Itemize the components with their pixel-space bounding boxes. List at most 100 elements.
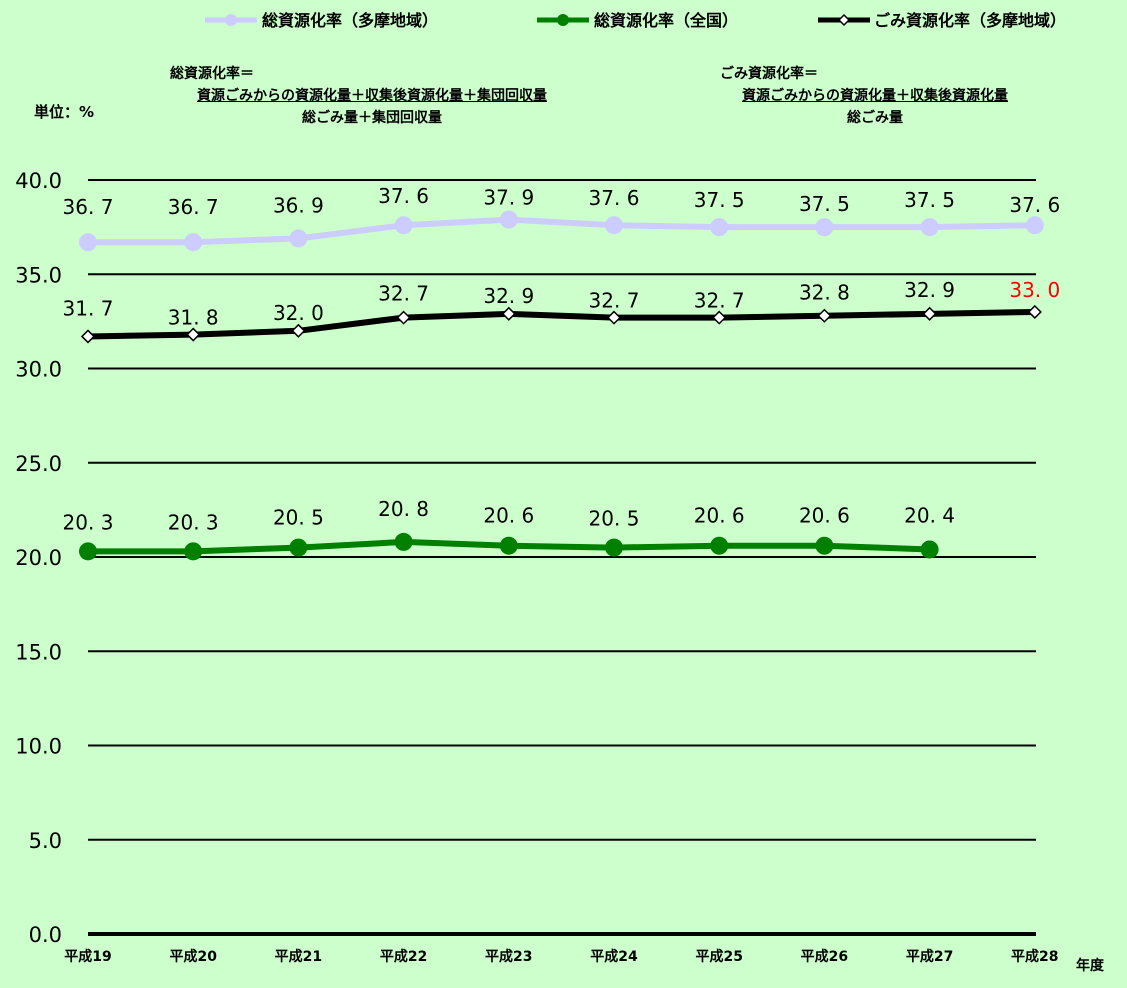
x-tick-label: 平成27 <box>906 948 953 965</box>
legend-marker <box>225 14 237 26</box>
series-1 <box>79 532 939 561</box>
data-label: 20. 6 <box>483 504 534 528</box>
y-tick-label: 10.0 <box>15 735 62 759</box>
legend-marker <box>837 13 851 27</box>
data-label: 37. 5 <box>799 192 850 216</box>
data-point <box>710 536 729 555</box>
y-tick-label: 5.0 <box>29 829 62 853</box>
formula-garbage-numerator: 資源ごみからの資源化量＋収集後資源化量 <box>742 88 1008 104</box>
data-label: 20. 3 <box>168 510 219 534</box>
data-point <box>394 532 413 551</box>
data-point <box>79 542 97 561</box>
legend-label: 総資源化率（多摩地域） <box>262 11 438 30</box>
data-point <box>922 306 937 321</box>
formula-total-title: 総資源化率＝ <box>170 66 254 82</box>
data-label: 36. 7 <box>168 195 219 219</box>
data-label: 20. 4 <box>904 503 955 527</box>
x-tick-label: 平成26 <box>801 948 848 965</box>
series-0 <box>79 210 1044 252</box>
data-label: 20. 6 <box>694 504 745 528</box>
y-tick-label: 20.0 <box>15 546 62 570</box>
x-tick-label: 平成24 <box>590 948 638 965</box>
data-point <box>605 216 623 235</box>
x-tick-label: 平成25 <box>695 948 742 965</box>
data-label: 37. 5 <box>904 188 955 212</box>
data-label: 36. 7 <box>63 195 114 219</box>
data-point <box>499 210 518 229</box>
label-layer: 36. 7 36. 7 36. 9 37. 6 37. 9 37. 6 37. 5 37. 5… <box>63 184 1061 534</box>
y-tick-label: 40.0 <box>15 169 62 193</box>
data-label: 20. 3 <box>63 510 114 534</box>
data-label: 31. 7 <box>63 296 114 320</box>
y-unit-label: 単位：% <box>34 103 95 121</box>
data-point <box>79 233 97 252</box>
data-label: 37. 6 <box>378 184 429 208</box>
y-tick-label: 0.0 <box>29 923 62 947</box>
x-tick-label: 平成23 <box>485 948 532 965</box>
data-label: 32. 7 <box>378 282 429 306</box>
data-label: 32. 9 <box>904 278 955 302</box>
data-label: 20. 6 <box>799 504 850 528</box>
legend-item: ごみ資源化率（多摩地域） <box>818 11 1066 30</box>
data-point <box>606 310 622 325</box>
grid-layer <box>88 179 1036 936</box>
data-point <box>186 327 201 342</box>
formula-garbage-denominator: 総ごみ量 <box>847 110 903 126</box>
formula-total-numerator: 資源ごみからの資源化量＋収集後資源化量＋集団回収量 <box>197 88 547 104</box>
legend-label: 総資源化率（全国） <box>594 11 738 30</box>
data-point <box>815 536 834 555</box>
x-tick-label: 平成21 <box>275 948 322 965</box>
y-tick-label: 25.0 <box>15 452 62 476</box>
data-label: 37. 6 <box>589 186 640 210</box>
data-label: 20. 5 <box>589 507 640 531</box>
data-point <box>501 306 516 321</box>
data-point <box>396 310 411 325</box>
data-point <box>815 218 834 237</box>
data-label: 37. 9 <box>483 186 534 210</box>
data-label: 33. 0 <box>1009 278 1060 302</box>
data-point <box>499 536 518 555</box>
legend-marker <box>557 14 569 26</box>
x-unit-label: 年度 <box>1076 958 1104 974</box>
axis-layer: 0.0 5.0 10.0 15.0 20.0 25.0 30.0 35.0 40.0 平成19 平成… <box>15 169 1058 965</box>
series-line <box>87 308 1035 340</box>
data-point <box>80 329 96 344</box>
data-label: 32. 9 <box>483 284 534 308</box>
y-tick-label: 15.0 <box>15 640 62 664</box>
data-label: 36. 9 <box>273 193 324 217</box>
data-label: 31. 8 <box>168 306 219 330</box>
data-label: 32. 7 <box>589 289 640 313</box>
formula-total-denominator: 総ごみ量＋集団回収量 <box>302 110 442 126</box>
y-tick-label: 30.0 <box>15 358 62 382</box>
data-label: 37. 5 <box>694 188 745 212</box>
x-tick-label: 平成28 <box>1011 948 1058 965</box>
series-layer <box>79 210 1044 561</box>
data-point <box>605 538 623 557</box>
legend-label: ごみ資源化率（多摩地域） <box>874 11 1066 30</box>
data-label: 20. 5 <box>273 506 324 530</box>
data-point <box>184 233 203 252</box>
data-point <box>712 310 727 325</box>
data-point <box>817 308 832 323</box>
data-label: 32. 0 <box>273 301 324 325</box>
formula-garbage: ごみ資源化率＝ 資源ごみからの資源化量＋収集後資源化量 総ごみ量 <box>720 63 1008 129</box>
data-point <box>1025 216 1044 235</box>
formula-garbage-title: ごみ資源化率＝ <box>720 66 818 82</box>
x-tick-label: 平成22 <box>380 948 427 965</box>
data-label: 32. 8 <box>799 281 850 305</box>
formula-total: 総資源化率＝ 資源ごみからの資源化量＋収集後資源化量＋集団回収量 総ごみ量＋集団… <box>170 63 547 129</box>
series-line <box>88 216 1035 246</box>
data-point <box>920 218 939 237</box>
x-tick-label: 平成19 <box>64 948 111 965</box>
x-tick-label: 平成20 <box>169 948 217 965</box>
data-point <box>710 218 729 237</box>
series-2 <box>80 304 1042 344</box>
data-point <box>920 540 939 559</box>
y-tick-label: 35.0 <box>15 263 62 287</box>
data-label: 37. 6 <box>1009 193 1060 217</box>
legend-item: 総資源化率（全国） <box>537 11 738 30</box>
data-point <box>289 538 308 557</box>
data-point <box>184 542 203 561</box>
